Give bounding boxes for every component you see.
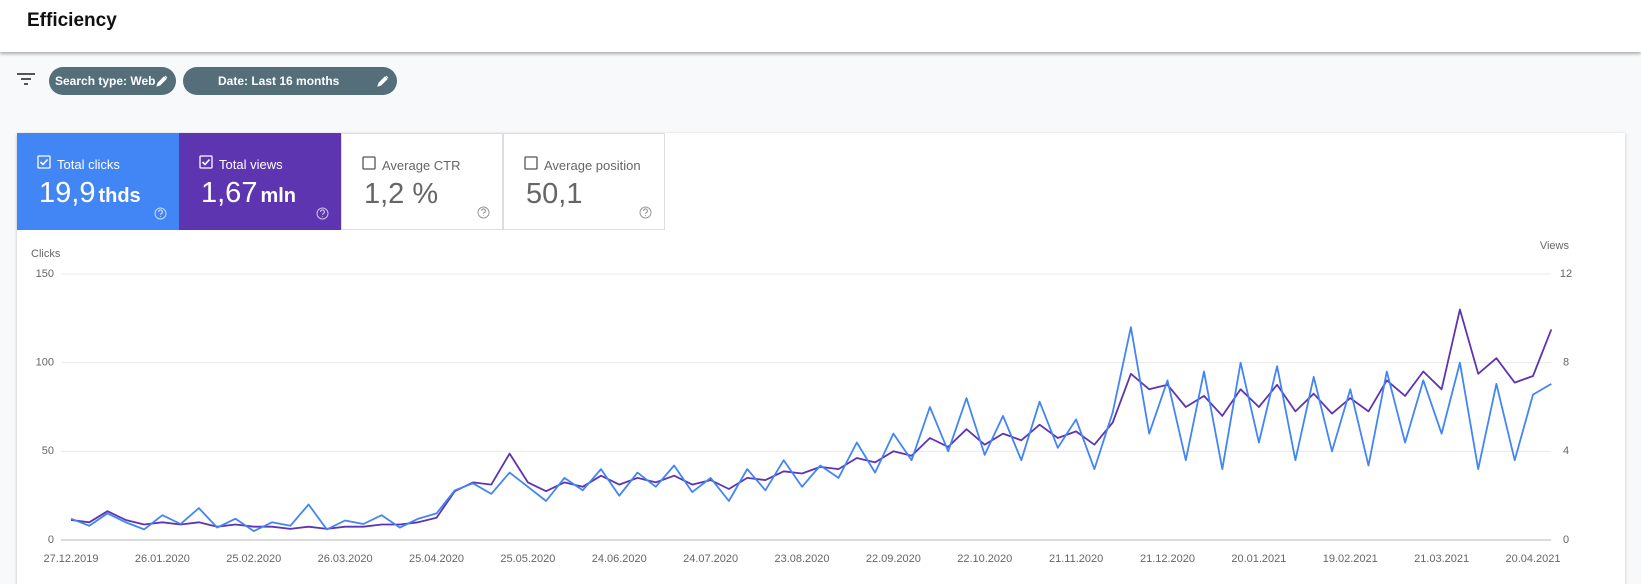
filter-icon[interactable] bbox=[17, 72, 35, 86]
help-glyph bbox=[643, 208, 648, 216]
metric-tile[interactable]: Average CTR 1,2 % bbox=[341, 133, 503, 230]
series-line bbox=[70, 308, 1553, 530]
y2-tick-label: 12 bbox=[1560, 268, 1572, 280]
header: Efficiency bbox=[0, 0, 1641, 52]
metric-number: 1,2 % bbox=[364, 178, 439, 210]
checkbox[interactable] bbox=[37, 155, 51, 169]
help-circle bbox=[154, 207, 167, 220]
metric-value: 50,1 bbox=[526, 178, 582, 211]
help-circle bbox=[316, 207, 329, 220]
x-tick-label: 25.02.2020 bbox=[226, 553, 281, 565]
x-tick-label: 26.01.2020 bbox=[135, 553, 190, 565]
y-tick-label: 0 bbox=[48, 534, 54, 546]
x-tick-label: 20.01.2021 bbox=[1231, 553, 1286, 565]
x-tick-label: 21.03.2021 bbox=[1414, 553, 1469, 565]
help-icon[interactable] bbox=[477, 206, 490, 219]
filter-chip[interactable]: Search type: Web bbox=[49, 67, 176, 95]
y-tick-label: 50 bbox=[42, 445, 54, 457]
x-tick-label: 25.05.2020 bbox=[500, 553, 555, 565]
filter-chip[interactable]: Date: Last 16 months bbox=[183, 67, 397, 95]
metric-unit: thds bbox=[98, 185, 141, 207]
y-tick-label: 100 bbox=[36, 357, 54, 369]
metric-value: 1,67 mln bbox=[201, 177, 296, 210]
y-axis-title: Clicks bbox=[31, 248, 61, 260]
x-tick-label: 27.12.2019 bbox=[43, 553, 98, 565]
checkbox[interactable] bbox=[524, 156, 538, 170]
metric-value: 1,2 % bbox=[364, 178, 438, 211]
check-mark bbox=[201, 158, 211, 166]
metric-number: 1,67 bbox=[201, 177, 258, 209]
checkbox[interactable] bbox=[199, 155, 213, 169]
x-tick-label: 24.07.2020 bbox=[683, 553, 738, 565]
help-glyph bbox=[481, 208, 486, 216]
x-tick-label: 24.06.2020 bbox=[592, 553, 647, 565]
metric-unit: mln bbox=[260, 185, 297, 207]
metric-value: 19,9 thds bbox=[39, 177, 141, 210]
x-tick-label: 26.03.2020 bbox=[318, 553, 373, 565]
x-tick-label: 19.02.2021 bbox=[1323, 553, 1378, 565]
checkbox-box bbox=[362, 156, 376, 170]
metric-number: 19,9 bbox=[39, 177, 96, 209]
x-tick-label: 22.10.2020 bbox=[957, 553, 1012, 565]
checkbox-box bbox=[37, 155, 51, 169]
x-tick-label: 25.04.2020 bbox=[409, 553, 464, 565]
chip-label: Date: Last 16 months bbox=[218, 74, 340, 88]
x-tick-label: 21.12.2020 bbox=[1140, 553, 1195, 565]
metric-number: 50,1 bbox=[526, 178, 583, 210]
help-circle bbox=[477, 206, 490, 219]
y2-axis-title: Views bbox=[1540, 240, 1570, 252]
x-tick-label: 23.08.2020 bbox=[774, 553, 829, 565]
y-tick-label: 150 bbox=[36, 268, 54, 280]
checkbox-box bbox=[199, 155, 213, 169]
y2-tick-label: 0 bbox=[1563, 534, 1569, 546]
metric-label: Average position bbox=[544, 158, 641, 173]
metric-tile[interactable]: Total clicks 19,9 thds bbox=[17, 133, 179, 230]
help-glyph bbox=[158, 209, 163, 217]
metric-label: Total views bbox=[219, 157, 283, 172]
x-tick-label: 22.09.2020 bbox=[866, 553, 921, 565]
help-icon[interactable] bbox=[316, 207, 329, 220]
y2-tick-label: 4 bbox=[1563, 445, 1569, 457]
metric-tile[interactable]: Average position 50,1 bbox=[503, 133, 665, 230]
check-mark bbox=[39, 158, 49, 166]
help-icon[interactable] bbox=[154, 207, 167, 220]
help-circle bbox=[639, 206, 652, 219]
help-icon[interactable] bbox=[639, 206, 652, 219]
series-line bbox=[70, 326, 1552, 532]
y2-tick-label: 8 bbox=[1563, 357, 1569, 369]
metric-label: Total clicks bbox=[57, 157, 120, 172]
page-title: Efficiency bbox=[27, 10, 117, 31]
checkbox-box bbox=[524, 156, 538, 170]
edit-icon bbox=[156, 75, 168, 87]
chip-label: Search type: Web bbox=[55, 74, 156, 88]
help-glyph bbox=[320, 209, 325, 217]
metric-tile[interactable]: Total views 1,67 mln bbox=[179, 133, 341, 230]
x-tick-label: 21.11.2020 bbox=[1049, 553, 1103, 565]
metric-label: Average CTR bbox=[382, 158, 461, 173]
x-tick-label: 20.04.2021 bbox=[1505, 553, 1560, 565]
edit-icon bbox=[377, 75, 389, 87]
checkbox[interactable] bbox=[362, 156, 376, 170]
